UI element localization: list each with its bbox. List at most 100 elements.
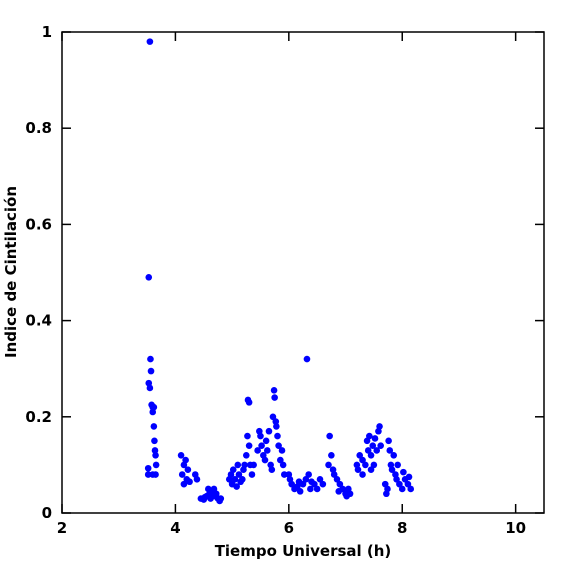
point	[313, 485, 321, 493]
point	[316, 476, 324, 483]
point	[152, 461, 160, 469]
x-axis-label: Tiempo Universal (h)	[215, 542, 392, 560]
point	[277, 456, 284, 464]
point	[307, 485, 314, 493]
point	[257, 432, 264, 440]
point	[177, 451, 185, 459]
point	[359, 456, 366, 464]
point	[150, 403, 158, 411]
point	[398, 485, 406, 493]
point	[210, 485, 218, 493]
point	[296, 488, 304, 495]
point	[311, 480, 318, 488]
y-tick-label: 0.6	[25, 215, 52, 233]
point	[262, 437, 270, 445]
point	[248, 471, 256, 478]
point	[146, 384, 154, 392]
point	[245, 399, 253, 406]
point	[376, 423, 383, 430]
point	[396, 480, 403, 488]
point	[377, 442, 384, 449]
point	[328, 451, 335, 459]
point	[217, 495, 225, 502]
point	[244, 432, 251, 440]
point	[354, 466, 362, 474]
point	[407, 485, 415, 493]
point	[278, 447, 286, 454]
point	[182, 456, 189, 464]
point	[367, 451, 375, 459]
point	[384, 485, 391, 493]
point	[151, 447, 159, 454]
plot-frame	[61, 31, 545, 514]
point	[385, 437, 392, 445]
point	[180, 480, 188, 488]
point	[271, 394, 278, 401]
point	[404, 480, 412, 488]
point	[359, 471, 366, 478]
point	[373, 447, 381, 454]
point	[394, 461, 401, 469]
x-tick-label: 8	[397, 519, 407, 537]
point	[250, 461, 257, 469]
point	[370, 461, 378, 469]
point	[270, 387, 278, 394]
point	[151, 437, 158, 445]
point	[326, 432, 333, 440]
point	[405, 473, 413, 481]
y-tick-label: 1	[42, 23, 52, 41]
point	[152, 451, 159, 459]
point	[234, 461, 242, 469]
point	[147, 367, 155, 375]
point	[390, 451, 398, 459]
point	[241, 461, 248, 469]
point	[333, 476, 341, 483]
point	[235, 471, 243, 478]
point	[369, 442, 377, 449]
point	[193, 476, 201, 483]
point	[242, 451, 250, 459]
point	[319, 480, 327, 488]
y-tick-label: 0.2	[25, 408, 52, 426]
point	[146, 38, 154, 45]
point	[274, 432, 281, 440]
point	[362, 461, 369, 469]
point	[302, 476, 310, 483]
point	[233, 483, 240, 490]
point	[366, 432, 373, 440]
point	[367, 466, 375, 474]
point	[178, 471, 186, 478]
point	[150, 423, 158, 430]
point	[346, 490, 354, 498]
point	[245, 442, 253, 449]
point	[145, 274, 153, 281]
point	[273, 423, 280, 430]
point	[152, 471, 159, 478]
point	[305, 471, 312, 478]
point	[201, 493, 209, 501]
point	[371, 435, 379, 442]
y-tick-label: 0	[42, 504, 52, 522]
point	[231, 476, 239, 483]
point	[280, 471, 288, 478]
x-tick-label: 2	[57, 519, 67, 537]
point	[268, 466, 276, 474]
point	[229, 466, 237, 474]
point	[400, 468, 407, 476]
point	[269, 413, 277, 421]
point	[393, 476, 400, 483]
point	[356, 451, 364, 459]
point	[184, 466, 192, 474]
point	[386, 447, 394, 454]
point	[258, 442, 265, 449]
point	[147, 355, 154, 363]
point	[144, 464, 152, 472]
x-tick-label: 6	[284, 519, 294, 537]
point	[205, 485, 212, 493]
point	[275, 442, 282, 449]
point	[303, 355, 311, 363]
point	[254, 447, 261, 454]
point	[325, 461, 332, 469]
point	[330, 471, 338, 478]
